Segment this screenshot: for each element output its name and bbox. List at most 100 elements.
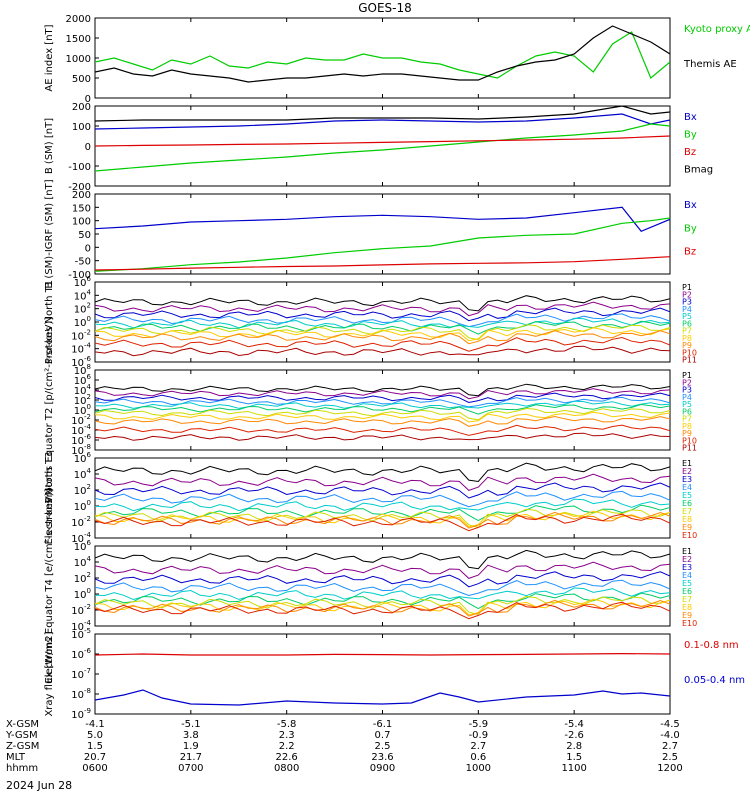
y-tick-label: 10-2 xyxy=(71,328,91,342)
y-tick-exponent: 0 xyxy=(87,403,91,411)
y-tick-label: 106 xyxy=(74,451,92,465)
plot-area xyxy=(95,383,670,441)
series-line-p8 xyxy=(95,327,670,342)
series-line-p7 xyxy=(95,324,670,341)
legend-entry: E5 xyxy=(682,579,692,588)
series-line-p11 xyxy=(95,345,670,357)
footer-value: -0.9 xyxy=(469,730,489,741)
series-line-p10 xyxy=(95,424,670,436)
footer-value: 1.5 xyxy=(87,741,103,752)
legend-entry: P5 xyxy=(682,312,692,321)
legend-entry: P3 xyxy=(682,298,692,307)
legend-entry: P10 xyxy=(682,436,697,445)
y-tick-exponent: -4 xyxy=(84,423,92,431)
y-tick-exponent: -7 xyxy=(84,667,91,675)
y-tick-label: 102 xyxy=(74,302,91,316)
y-tick-exponent: 6 xyxy=(87,373,92,381)
y-tick-label: 104 xyxy=(74,467,92,481)
y-tick-exponent: -4 xyxy=(84,619,92,627)
y-tick-label: 100 xyxy=(72,217,91,228)
y-tick-label: -100 xyxy=(68,270,91,281)
series-line-e4 xyxy=(95,490,670,508)
y-tick-label: 2000 xyxy=(66,14,91,25)
y-tick-exponent: -9 xyxy=(84,707,91,715)
y-tick-label: 100 xyxy=(74,587,91,601)
legend-entry: P4 xyxy=(682,393,692,402)
y-tick-exponent: 8 xyxy=(87,363,91,371)
footer-value: 1.5 xyxy=(566,752,582,763)
y-axis-label: Electrons North T3 xyxy=(44,451,55,544)
legend-entry: E3 xyxy=(682,475,692,484)
y-tick-label: 10-2 xyxy=(71,515,91,529)
footer-value: 0800 xyxy=(274,763,299,774)
footer-value: 0.6 xyxy=(470,752,486,763)
legend-entry: P11 xyxy=(682,356,697,365)
y-tick-label: 106 xyxy=(74,539,92,553)
y-tick-exponent: 6 xyxy=(87,451,92,459)
plot-area xyxy=(95,549,670,620)
series-line-p4 xyxy=(95,396,670,408)
footer-row-label: MLT xyxy=(6,752,26,763)
series-line-0-1-0-8-nm xyxy=(95,652,670,656)
y-tick-label: 0 xyxy=(85,94,91,105)
y-tick-label: 0 xyxy=(85,243,91,254)
legend-entry: E9 xyxy=(682,523,692,532)
footer-value: 1000 xyxy=(466,763,491,774)
footer-value: 0.7 xyxy=(375,730,391,741)
series-line-p9 xyxy=(95,330,670,345)
y-tick-exponent: -6 xyxy=(84,355,92,363)
y-tick-exponent: 4 xyxy=(87,467,92,475)
series-line-p5 xyxy=(95,400,670,409)
series-line-e2 xyxy=(95,473,670,491)
footer-value: -4.0 xyxy=(660,730,680,741)
footer-value: -5.1 xyxy=(181,719,201,730)
legend-entry: P10 xyxy=(682,348,697,357)
y-tick-label: 10-5 xyxy=(71,627,91,641)
y-tick-label: 10-2 xyxy=(71,603,91,617)
footer-row-label: Z-GSM xyxy=(6,741,39,752)
legend-entry: P1 xyxy=(682,371,692,380)
y-tick-label: 200 xyxy=(72,102,91,113)
legend-entry: Themis AE xyxy=(683,59,737,70)
legend-entry: P4 xyxy=(682,305,692,314)
footer-value: 2.5 xyxy=(375,741,391,752)
legend-entry: E2 xyxy=(682,555,692,564)
series-line-p7 xyxy=(95,407,670,421)
series-line-p4 xyxy=(95,313,670,328)
footer-value: 2.5 xyxy=(662,752,678,763)
legend-entry: 0.05-0.4 nm xyxy=(684,675,745,686)
y-tick-label: 106 xyxy=(74,275,92,289)
footer-value: 21.7 xyxy=(180,752,202,763)
series-line-e5 xyxy=(95,498,670,512)
footer-value: 2.7 xyxy=(662,741,678,752)
series-line-e1 xyxy=(95,549,670,570)
y-tick-label: 50 xyxy=(78,230,91,241)
y-tick-label: -100 xyxy=(68,162,91,173)
plot-area xyxy=(95,295,670,357)
series-line-bx xyxy=(95,206,670,233)
footer-value: 23.6 xyxy=(371,752,393,763)
legend-entry: P2 xyxy=(682,378,692,387)
footer-value: 1200 xyxy=(657,763,682,774)
footer-value: -4.1 xyxy=(85,719,105,730)
panel-bigrf: -100 -50 0 50 100 150 200 B (SM)-IGRF (SM) [nT]… xyxy=(44,179,697,288)
footer-value: 2.2 xyxy=(279,741,295,752)
legend-entry: P6 xyxy=(682,319,692,328)
series-line-p6 xyxy=(95,403,670,415)
series-line-e10 xyxy=(95,601,670,620)
y-tick-label: 100 xyxy=(72,122,91,133)
legend-entry: E2 xyxy=(682,467,692,476)
series-line-0-05-0-4-nm xyxy=(95,689,670,706)
y-tick-label: 1000 xyxy=(66,54,91,65)
series-line-p8 xyxy=(95,411,670,423)
legend-entry: E7 xyxy=(682,507,692,516)
legend-entry: By xyxy=(684,223,697,234)
y-tick-label: 1500 xyxy=(66,34,91,45)
legend-entry: E9 xyxy=(682,611,692,620)
series-line-kyoto-proxy-ae xyxy=(95,31,670,79)
y-axis-label: Electrons Equator T4 [e/(cm²-s-sr-keV)] xyxy=(44,488,55,683)
